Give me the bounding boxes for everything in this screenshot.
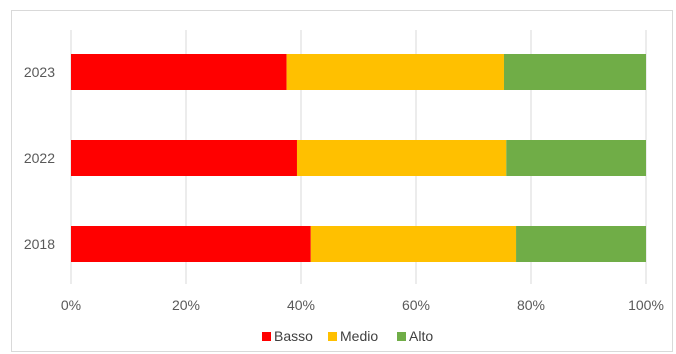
bar-2018-medio	[310, 226, 517, 262]
category-label-2023: 2023	[24, 64, 55, 80]
category-label-2022: 2022	[24, 150, 55, 166]
y-axis-categories: 2023 2022 2018	[24, 64, 55, 252]
bar-2022-medio	[296, 140, 507, 176]
legend-swatch-alto	[397, 332, 406, 341]
bar-2023-medio	[286, 54, 504, 90]
bars	[71, 54, 646, 262]
x-tick-label: 0%	[61, 297, 81, 313]
bar-2018-alto	[516, 226, 646, 262]
legend-label-basso: Basso	[274, 328, 313, 344]
x-axis-ticks: 0% 20% 40% 60% 80% 100%	[61, 297, 664, 313]
bar-2023-alto	[503, 54, 646, 90]
bar-2022-alto	[506, 140, 646, 176]
x-tick-label: 100%	[628, 297, 664, 313]
x-tick-label: 20%	[172, 297, 200, 313]
x-tick-label: 80%	[517, 297, 545, 313]
legend-label-medio: Medio	[340, 328, 378, 344]
legend-swatch-basso	[262, 332, 271, 341]
legend: Basso Medio Alto	[262, 328, 433, 344]
bar-2018-basso	[71, 226, 311, 262]
x-tick-label: 40%	[287, 297, 315, 313]
category-label-2018: 2018	[24, 236, 55, 252]
legend-label-alto: Alto	[409, 328, 433, 344]
x-tick-label: 60%	[402, 297, 430, 313]
legend-swatch-medio	[328, 332, 337, 341]
bar-2022-basso	[71, 140, 297, 176]
bar-2023-basso	[71, 54, 287, 90]
